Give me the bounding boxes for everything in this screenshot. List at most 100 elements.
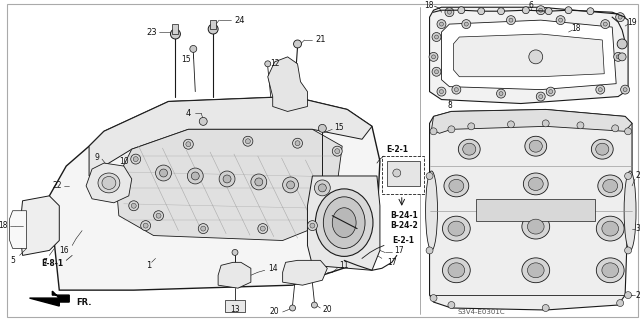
Ellipse shape xyxy=(444,175,468,197)
Text: 13: 13 xyxy=(230,306,240,315)
Circle shape xyxy=(184,139,193,149)
Ellipse shape xyxy=(426,171,438,250)
Ellipse shape xyxy=(529,140,542,152)
Circle shape xyxy=(393,169,401,177)
Circle shape xyxy=(542,305,549,311)
Text: 12: 12 xyxy=(270,59,280,68)
Bar xyxy=(382,156,424,194)
Circle shape xyxy=(445,8,454,17)
Circle shape xyxy=(156,213,161,218)
Circle shape xyxy=(332,146,342,156)
Ellipse shape xyxy=(442,258,470,283)
Polygon shape xyxy=(442,20,616,90)
Circle shape xyxy=(618,15,622,19)
Circle shape xyxy=(131,203,136,208)
Ellipse shape xyxy=(603,179,618,192)
Circle shape xyxy=(188,168,204,184)
Text: 1: 1 xyxy=(146,261,151,270)
Ellipse shape xyxy=(525,136,547,156)
Circle shape xyxy=(201,226,205,231)
Circle shape xyxy=(430,295,437,301)
Circle shape xyxy=(426,173,433,180)
Circle shape xyxy=(143,223,148,228)
Ellipse shape xyxy=(598,175,623,197)
Polygon shape xyxy=(429,109,632,310)
Ellipse shape xyxy=(463,143,476,155)
Circle shape xyxy=(497,89,506,98)
Circle shape xyxy=(154,211,163,221)
Text: 22: 22 xyxy=(52,182,62,190)
Circle shape xyxy=(170,29,180,39)
Text: E-2-1: E-2-1 xyxy=(393,236,415,245)
Circle shape xyxy=(625,128,632,135)
Polygon shape xyxy=(116,129,342,241)
Text: E-8-1: E-8-1 xyxy=(41,259,63,268)
Circle shape xyxy=(616,13,625,22)
Ellipse shape xyxy=(624,171,636,250)
Text: 2: 2 xyxy=(636,291,640,300)
Polygon shape xyxy=(89,97,372,176)
Polygon shape xyxy=(49,97,380,290)
Circle shape xyxy=(265,61,271,67)
Text: 16: 16 xyxy=(60,246,69,255)
Ellipse shape xyxy=(527,219,544,234)
Circle shape xyxy=(556,16,565,25)
Ellipse shape xyxy=(596,143,609,155)
Circle shape xyxy=(314,180,330,196)
Circle shape xyxy=(545,8,552,15)
Polygon shape xyxy=(476,199,595,221)
Text: S3V4-E0301C: S3V4-E0301C xyxy=(458,309,505,315)
Ellipse shape xyxy=(448,263,465,278)
Text: 14: 14 xyxy=(268,264,278,273)
Circle shape xyxy=(614,52,623,61)
Circle shape xyxy=(232,249,238,256)
Circle shape xyxy=(448,126,455,133)
Circle shape xyxy=(529,50,543,64)
Circle shape xyxy=(539,8,543,12)
Text: 18: 18 xyxy=(424,1,433,10)
Polygon shape xyxy=(453,34,604,77)
Text: E-2-1: E-2-1 xyxy=(386,145,408,154)
Text: 9: 9 xyxy=(95,152,99,162)
Circle shape xyxy=(617,39,627,49)
Circle shape xyxy=(292,138,303,148)
Text: 10: 10 xyxy=(119,157,129,166)
Polygon shape xyxy=(268,57,307,111)
Text: B-24-2: B-24-2 xyxy=(390,221,418,230)
Circle shape xyxy=(548,90,553,93)
Circle shape xyxy=(598,88,602,92)
Circle shape xyxy=(287,181,294,189)
Circle shape xyxy=(437,87,446,96)
Text: 8: 8 xyxy=(447,101,452,110)
Polygon shape xyxy=(283,260,327,285)
Circle shape xyxy=(318,124,326,132)
Text: 15: 15 xyxy=(182,55,191,64)
Circle shape xyxy=(625,247,632,254)
Circle shape xyxy=(542,120,549,127)
Polygon shape xyxy=(10,211,26,249)
Text: 5: 5 xyxy=(10,256,15,265)
Ellipse shape xyxy=(316,189,373,256)
Ellipse shape xyxy=(458,139,480,159)
Circle shape xyxy=(289,305,296,311)
Circle shape xyxy=(577,122,584,129)
Circle shape xyxy=(506,16,515,25)
Ellipse shape xyxy=(602,263,618,278)
Ellipse shape xyxy=(442,216,470,241)
Ellipse shape xyxy=(602,221,618,236)
Ellipse shape xyxy=(596,258,624,283)
Polygon shape xyxy=(307,176,380,270)
Text: 20: 20 xyxy=(270,308,280,316)
Circle shape xyxy=(508,121,515,128)
Circle shape xyxy=(426,247,433,254)
Polygon shape xyxy=(29,291,69,306)
Circle shape xyxy=(283,177,298,193)
Circle shape xyxy=(458,7,465,14)
Bar xyxy=(172,24,179,34)
Circle shape xyxy=(335,149,340,154)
Text: 21: 21 xyxy=(315,35,326,44)
Circle shape xyxy=(447,10,451,14)
Ellipse shape xyxy=(449,179,464,192)
Ellipse shape xyxy=(98,173,120,193)
Text: 7: 7 xyxy=(42,258,47,267)
